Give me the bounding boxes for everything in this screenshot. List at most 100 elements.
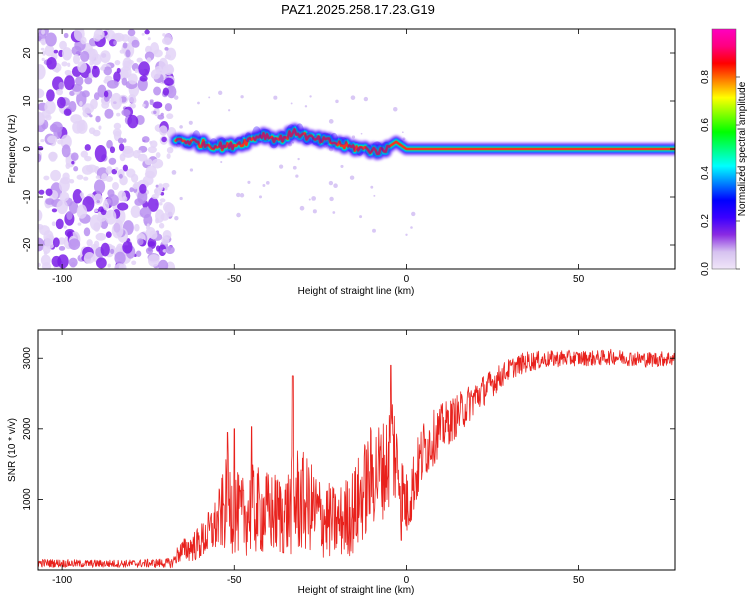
noise-blob [61, 144, 71, 158]
noise-blob [121, 109, 131, 117]
ridge-blob [227, 142, 235, 153]
noise-blob [127, 114, 139, 129]
noise-blob [44, 100, 56, 115]
noise-blob [93, 33, 101, 42]
noise-blob [104, 108, 114, 119]
noise-dot [328, 180, 334, 186]
colorbar-tick-label: 0.4 [700, 166, 711, 180]
noise-blob [122, 42, 128, 49]
noise-blob [123, 138, 127, 143]
snr-x-tick-label: 0 [404, 575, 410, 586]
noise-blob [109, 146, 116, 154]
noise-blob [139, 183, 147, 194]
snr-y-ticks: 1000 2000 3000 [22, 347, 675, 511]
noise-blob [139, 75, 148, 82]
noise-blob [117, 202, 129, 211]
noise-dot [329, 196, 334, 202]
colorbar-tick-label: 0.0 [700, 262, 711, 276]
noise-blob [134, 68, 139, 74]
noise-blob [84, 144, 91, 151]
noise-blob [42, 50, 46, 56]
noise-blob [131, 173, 139, 183]
colorbar-gradient [712, 29, 736, 269]
snr-x-tick-label: -50 [227, 575, 242, 586]
noise-blob [161, 37, 172, 45]
noise-dot [239, 193, 245, 198]
ridge-blob [201, 140, 209, 150]
noise-blob [131, 39, 140, 48]
ridge-blob [338, 136, 348, 146]
ridge-blob [356, 146, 364, 156]
noise-blob [86, 239, 93, 247]
noise-blob [115, 167, 119, 171]
noise-dot [188, 120, 193, 125]
noise-blob [161, 68, 170, 75]
noise-blob [136, 57, 143, 63]
noise-blob [89, 59, 94, 66]
noise-dot [410, 226, 413, 229]
noise-blob [89, 214, 102, 231]
noise-blob [45, 32, 57, 47]
noise-blob [51, 121, 63, 133]
noise-dot [333, 183, 338, 189]
noise-dot [340, 164, 344, 168]
noise-blob [89, 114, 93, 118]
noise-blob [155, 245, 161, 252]
noise-blob [111, 168, 118, 175]
noise-blob [103, 90, 109, 98]
noise-blob [61, 47, 73, 61]
noise-blob [137, 190, 148, 204]
noise-blob [118, 69, 129, 81]
noise-blob [167, 246, 172, 251]
snr-y-tick-label: 3000 [22, 347, 33, 370]
noise-blob [47, 135, 58, 144]
noise-dot [363, 96, 369, 102]
noise-blob [142, 103, 146, 108]
noise-blob [45, 198, 55, 205]
noise-blob [100, 242, 110, 257]
noise-blob [128, 73, 138, 85]
noise-blob [38, 237, 45, 252]
ridge-blob [278, 130, 287, 143]
noise-blob [125, 49, 131, 58]
noise-blob [45, 188, 53, 197]
noise-blob [162, 201, 174, 213]
ridge-blob [259, 128, 272, 142]
noise-blob [152, 101, 163, 109]
snr-y-tick-label: 2000 [22, 417, 33, 440]
noise-blob [155, 209, 165, 223]
noise-blob [83, 176, 89, 181]
noise-dot [372, 228, 376, 233]
noise-blob [50, 169, 61, 182]
noise-blob [122, 148, 135, 158]
noise-blob [46, 57, 57, 70]
noise-blob [80, 50, 90, 62]
noise-blob [144, 29, 150, 35]
snr-x-tick-label: 50 [573, 575, 585, 586]
noise-dot [349, 175, 355, 180]
spectrogram-y-tick-label: 0 [22, 146, 33, 152]
noise-blob [138, 61, 150, 77]
noise-dot [401, 131, 404, 134]
spectrogram-x-label: Height of straight line (km) [298, 286, 415, 297]
noise-blob [68, 100, 77, 113]
noise-blob [159, 198, 166, 203]
snr-y-tick-label: 1000 [22, 488, 33, 511]
noise-blob [58, 246, 66, 251]
noise-blob [130, 205, 141, 218]
noise-blob [101, 101, 110, 109]
noise-blob [117, 190, 127, 202]
noise-dot [360, 132, 363, 135]
noise-blob [71, 160, 75, 165]
noise-blob [146, 57, 152, 63]
noise-blob [147, 37, 151, 41]
noise-blob [38, 223, 44, 230]
noise-blob [64, 75, 75, 91]
noise-dot [228, 109, 231, 112]
noise-blob [137, 238, 144, 246]
noise-blob [68, 257, 78, 268]
noise-blob [83, 227, 91, 237]
